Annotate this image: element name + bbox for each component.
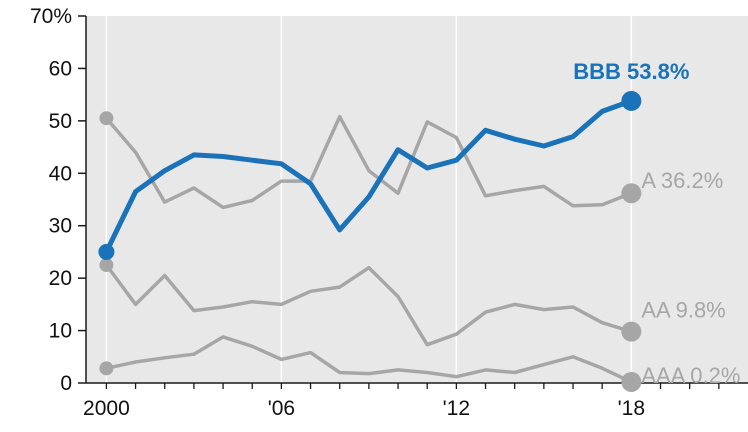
- series-label-bbb: BBB 53.8%: [573, 59, 689, 84]
- y-tick-label: 40: [49, 162, 72, 185]
- series-lines: [98, 90, 642, 392]
- series-line-aa: [104, 263, 634, 347]
- series-label-aa: AA 9.8%: [641, 298, 725, 323]
- y-axis-ticks: 0 10 20 30 40 50 60 70%: [30, 5, 86, 395]
- x-tick-label: '12: [443, 397, 470, 420]
- y-tick-label: 30: [49, 215, 72, 238]
- series-start-point-bbb: [98, 243, 115, 260]
- series-label-aaa: AAA 0.2%: [641, 363, 740, 388]
- x-tick-label: '18: [618, 397, 645, 420]
- series-line-a: [104, 114, 634, 210]
- series-start-point-a: [99, 111, 114, 126]
- y-tick-label: 10: [49, 320, 72, 343]
- y-tick-label: 50: [49, 110, 72, 133]
- series-end-point-aa: [621, 321, 642, 342]
- series-label-a: A 36.2%: [641, 168, 723, 193]
- series-end-point-aaa: [621, 371, 642, 392]
- y-tick-label: 60: [49, 57, 72, 80]
- y-tick-label: 20: [49, 267, 72, 290]
- y-tick-label: 0: [60, 372, 72, 395]
- y-tick-label: 70%: [30, 5, 72, 28]
- series-start-point-aaa: [99, 361, 114, 376]
- series-start-point-aa: [99, 258, 114, 273]
- series-line-aaa: [104, 335, 634, 384]
- series-labels: A 36.2% AA 9.8% AAA 0.2% BBB 53.8%: [573, 59, 740, 388]
- x-tick-label: 2000: [83, 397, 130, 420]
- x-tick-label: '06: [268, 397, 295, 420]
- series-end-point-a: [621, 183, 642, 204]
- x-axis-ticks: 2000 '06 '12 '18: [83, 383, 720, 420]
- series-line-bbb: [103, 98, 634, 255]
- series-end-point-bbb: [621, 90, 642, 111]
